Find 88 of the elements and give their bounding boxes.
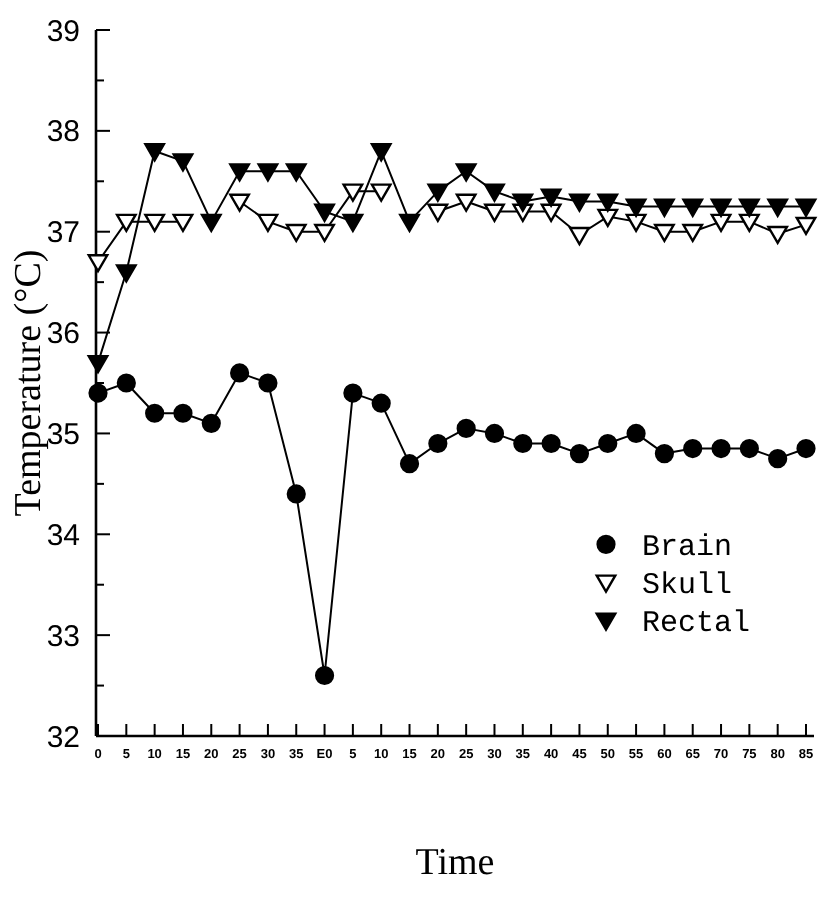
y-tick-label: 39 — [46, 14, 80, 49]
point — [427, 203, 449, 222]
point — [116, 373, 136, 393]
point — [371, 393, 391, 413]
point — [682, 198, 704, 217]
point — [738, 213, 760, 233]
point — [399, 213, 420, 233]
legend-label: Rectal — [642, 606, 751, 641]
point — [767, 198, 789, 217]
point — [768, 449, 788, 469]
point — [427, 183, 449, 202]
point — [569, 444, 590, 464]
point — [626, 423, 646, 444]
point — [569, 226, 590, 246]
point — [682, 223, 704, 243]
point — [258, 373, 278, 393]
y-axis-title: Temperature (°C) — [8, 249, 50, 517]
y-tick-label: 38 — [46, 115, 80, 150]
point — [710, 213, 732, 233]
point — [285, 223, 307, 243]
point — [115, 264, 137, 283]
y-tick-label: 32 — [46, 720, 80, 755]
legend-label: Skull — [642, 568, 733, 603]
y-tick-label: 36 — [46, 317, 80, 352]
point — [144, 213, 166, 233]
x-axis-title: Time — [415, 842, 495, 884]
point — [455, 193, 477, 212]
point — [484, 423, 505, 444]
point — [370, 183, 392, 202]
point — [257, 213, 279, 233]
point — [87, 254, 109, 273]
point — [625, 198, 647, 217]
point — [739, 438, 759, 459]
point — [399, 454, 420, 474]
point — [484, 183, 505, 202]
point — [597, 193, 619, 212]
point — [796, 438, 816, 459]
point — [115, 213, 137, 233]
point — [172, 153, 194, 172]
point — [738, 198, 760, 217]
point — [795, 216, 817, 236]
point — [87, 354, 109, 374]
point — [200, 213, 222, 233]
point — [145, 403, 165, 423]
point — [484, 203, 505, 222]
point — [597, 208, 619, 228]
point — [172, 213, 194, 233]
point — [653, 223, 675, 243]
point — [342, 183, 364, 202]
point — [428, 433, 448, 454]
point — [342, 213, 364, 233]
point — [230, 363, 250, 383]
point — [711, 438, 731, 459]
legend-label: Brain — [642, 530, 733, 565]
point — [512, 193, 534, 212]
point — [314, 203, 335, 222]
point — [598, 433, 618, 454]
point — [286, 484, 306, 504]
point — [540, 203, 562, 222]
y-tick-label: 34 — [46, 518, 80, 553]
point — [285, 163, 307, 182]
y-tick-label: 35 — [46, 417, 80, 452]
point — [370, 143, 392, 162]
point — [173, 403, 193, 423]
point — [795, 198, 817, 217]
point — [456, 418, 476, 438]
y-tick-label: 37 — [46, 216, 80, 251]
point — [144, 143, 166, 162]
point — [343, 383, 363, 403]
point — [229, 193, 251, 212]
point — [314, 665, 335, 686]
point — [540, 188, 562, 207]
point — [88, 383, 108, 403]
point — [541, 433, 561, 454]
point — [229, 163, 251, 182]
point — [455, 163, 477, 182]
point — [569, 193, 590, 212]
point — [513, 433, 533, 454]
y-tick-label: 33 — [46, 619, 80, 654]
point — [257, 163, 279, 182]
point — [683, 438, 703, 459]
point — [201, 413, 221, 433]
point — [314, 223, 335, 243]
point — [653, 198, 675, 217]
point — [625, 213, 647, 233]
point — [767, 225, 789, 245]
point — [654, 444, 674, 464]
point — [710, 198, 732, 217]
